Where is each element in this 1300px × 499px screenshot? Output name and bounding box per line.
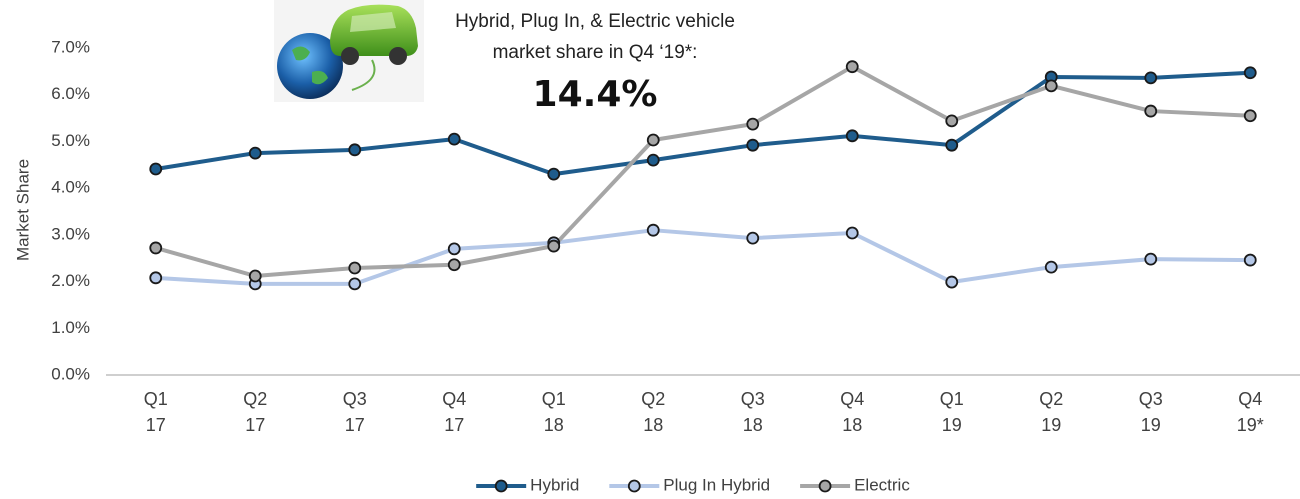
x-tick-label: Q3 17	[342, 389, 367, 435]
x-tick-label: Q4 19*	[1236, 389, 1264, 435]
wheel	[389, 47, 407, 65]
data-point	[248, 146, 262, 160]
data-point	[646, 153, 660, 167]
x-tick-label: Q1 18	[541, 389, 566, 435]
cable	[351, 59, 376, 91]
y-tick-label: 2.0%	[51, 271, 90, 290]
y-tick-label: 7.0%	[51, 37, 90, 56]
x-tick-label: Q1 19	[939, 389, 964, 435]
y-tick-label: 5.0%	[51, 131, 90, 150]
data-point	[646, 223, 660, 237]
legend-label: Plug In Hybrid	[663, 475, 770, 494]
wheel	[341, 47, 359, 65]
x-tick-label: Q2 19	[1039, 389, 1064, 435]
data-point	[1243, 109, 1257, 123]
y-tick-label: 3.0%	[51, 224, 90, 243]
x-tick-label: Q2 17	[243, 389, 268, 435]
data-point	[1144, 71, 1158, 85]
data-point	[945, 114, 959, 128]
x-tick-label: Q4 18	[840, 389, 865, 435]
data-point	[845, 226, 859, 240]
data-point	[447, 258, 461, 272]
data-point	[547, 167, 561, 181]
data-point	[746, 117, 760, 131]
data-point	[348, 261, 362, 275]
x-tick-label: Q3 18	[740, 389, 765, 435]
y-tick-label: 6.0%	[51, 84, 90, 103]
data-point	[1044, 79, 1058, 93]
data-point	[248, 269, 262, 283]
legend-marker	[494, 479, 508, 493]
data-point	[945, 275, 959, 289]
data-point	[945, 138, 959, 152]
data-point	[447, 132, 461, 146]
data-point	[1243, 253, 1257, 267]
y-tick-label: 1.0%	[51, 318, 90, 337]
data-point	[1144, 104, 1158, 118]
legend-label: Hybrid	[530, 475, 579, 494]
continents	[292, 46, 328, 85]
data-point	[547, 239, 561, 253]
x-tick-label: Q1 17	[143, 389, 168, 435]
data-point	[348, 277, 362, 291]
annotation: Hybrid, Plug In, & Electric vehicle mark…	[455, 11, 735, 63]
x-tick-label: Q3 19	[1138, 389, 1163, 435]
series-line	[155, 64, 1251, 278]
y-tick-label: 4.0%	[51, 178, 90, 197]
legend: Hybrid Plug In Hybrid Electric	[476, 475, 910, 494]
y-axis-label: Market Share	[13, 159, 32, 261]
data-point	[845, 60, 859, 74]
x-tick-label: Q4 17	[442, 389, 467, 435]
data-point	[746, 231, 760, 245]
series-line	[155, 70, 1251, 177]
x-tick-label: Q2 18	[641, 389, 666, 435]
illustration	[274, 0, 424, 102]
data-point	[149, 241, 163, 255]
data-point	[348, 143, 362, 157]
legend-marker	[627, 479, 641, 493]
data-point	[149, 271, 163, 285]
data-point	[746, 138, 760, 152]
data-point	[845, 129, 859, 143]
series-line	[155, 228, 1251, 286]
y-tick-label: 0.0%	[51, 364, 90, 383]
car-window	[350, 12, 396, 32]
data-point	[1044, 260, 1058, 274]
data-point	[447, 242, 461, 256]
data-point	[1243, 66, 1257, 80]
annotation-value: 14.4%	[532, 74, 658, 115]
data-point	[646, 133, 660, 147]
data-point	[1144, 252, 1158, 266]
legend-marker	[818, 479, 832, 493]
data-point	[149, 162, 163, 176]
legend-label: Electric	[854, 475, 910, 494]
